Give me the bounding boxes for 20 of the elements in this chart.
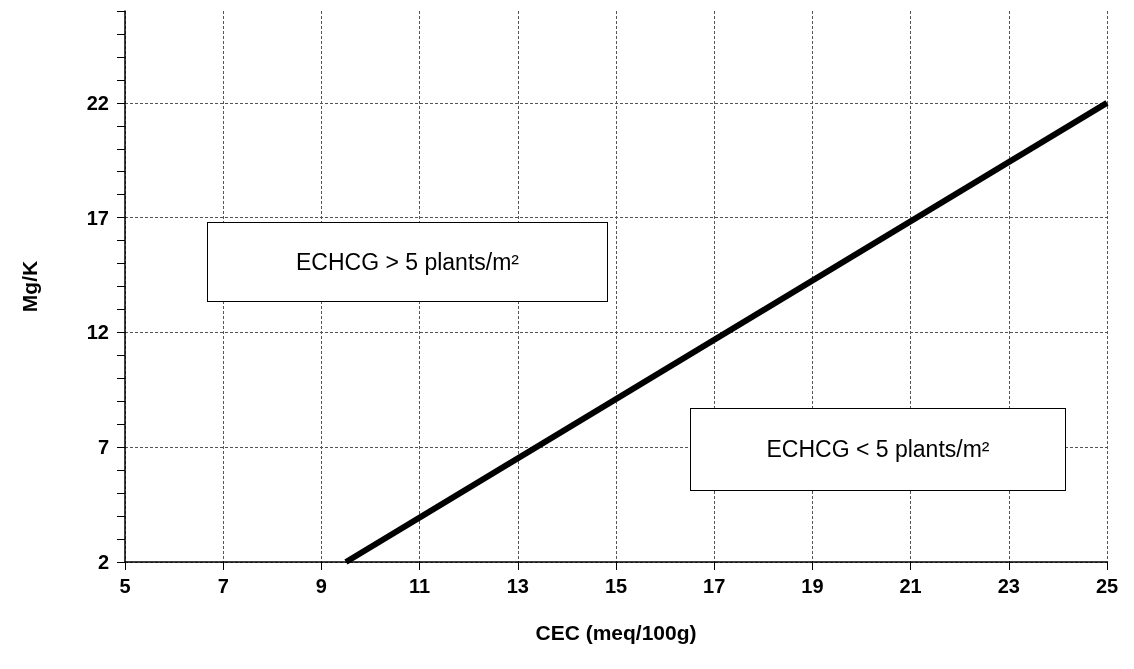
x-tick-label: 21 bbox=[899, 575, 922, 597]
x-tick-label: 7 bbox=[217, 575, 229, 597]
y-tick-label: 22 bbox=[86, 91, 109, 114]
x-tick-label: 9 bbox=[315, 575, 327, 597]
x-tick-label: 17 bbox=[703, 575, 726, 597]
x-tick-label: 25 bbox=[1095, 575, 1119, 597]
x-tick-label: 5 bbox=[119, 575, 131, 597]
y-tick-label: 7 bbox=[97, 436, 109, 459]
y-tick-label: 17 bbox=[86, 206, 109, 229]
y-tick-label: 12 bbox=[86, 321, 109, 344]
x-tick-label: 15 bbox=[604, 575, 628, 597]
x-tick-label: 23 bbox=[997, 575, 1020, 597]
y-axis-title: Mg/K bbox=[18, 260, 41, 313]
label-box: ECHCG > 5 plants/m² bbox=[207, 222, 608, 302]
x-axis-title: CEC (meq/100g) bbox=[535, 621, 697, 644]
x-tick-label: 19 bbox=[801, 575, 824, 597]
y-tick-label: 2 bbox=[97, 551, 109, 573]
label-box: ECHCG < 5 plants/m² bbox=[690, 408, 1066, 491]
x-tick-label: 13 bbox=[506, 575, 529, 597]
x-tick-label: 11 bbox=[409, 575, 431, 597]
